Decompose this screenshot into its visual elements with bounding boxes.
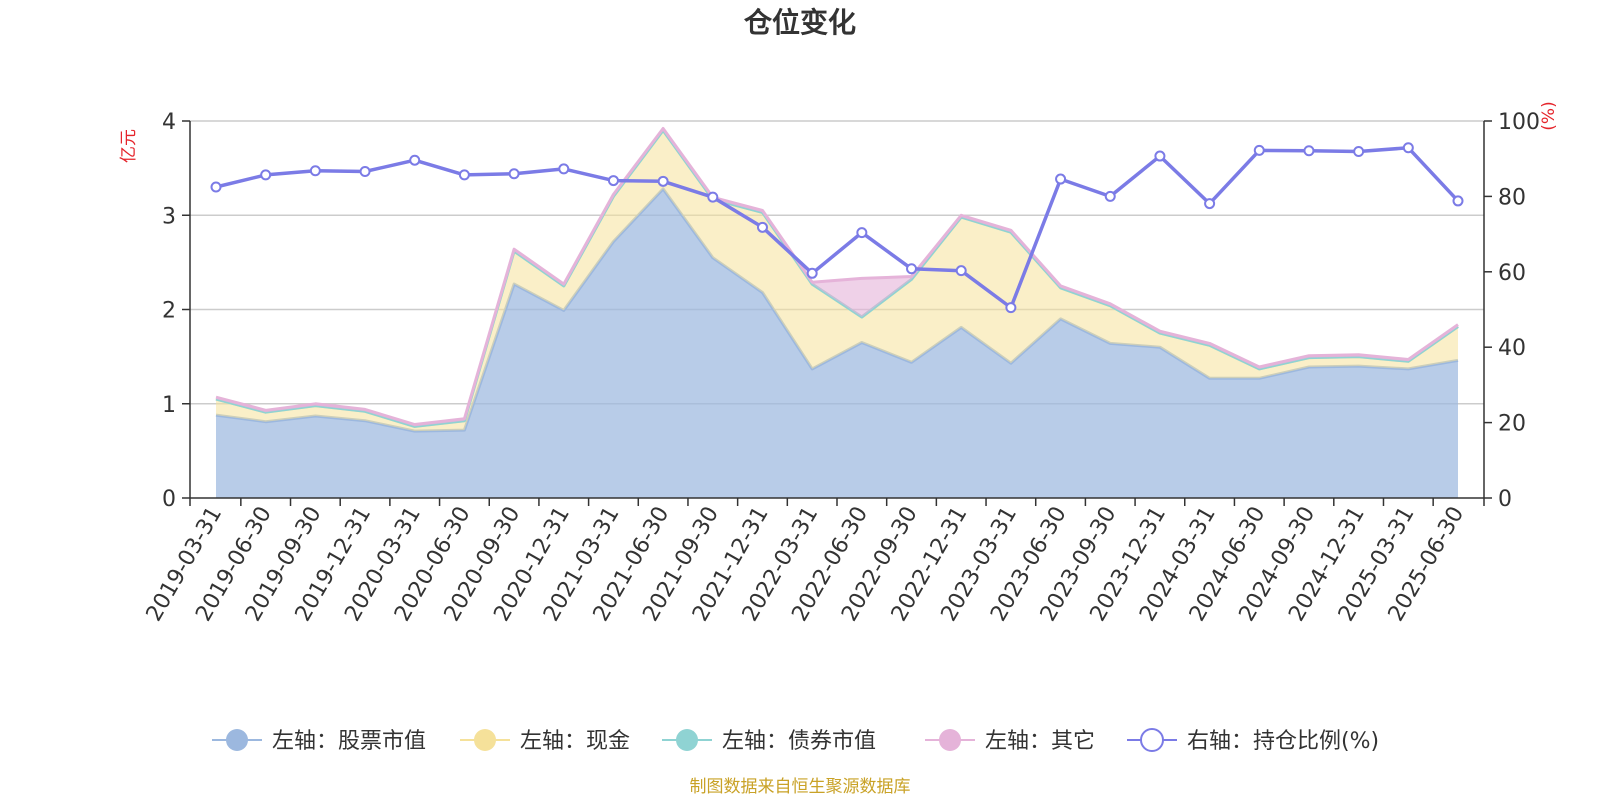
ratio-line	[210, 142, 1464, 314]
legend: 左轴：股票市值 左轴：现金 左轴：债券市值 左轴：其它 右轴：持仓比例(%)	[212, 728, 1379, 754]
right-tick-label: 100	[1498, 110, 1540, 135]
left-tick-label: 3	[162, 204, 176, 229]
right-tick-label: 40	[1498, 336, 1526, 361]
legend-marker	[226, 729, 248, 751]
chart-title: 仓位变化	[744, 6, 856, 39]
right-tick-label: 60	[1498, 261, 1526, 286]
area-series-line-3	[215, 127, 1459, 426]
right-tick-label: 0	[1498, 487, 1512, 512]
legend-marker	[939, 729, 961, 751]
ratio-point	[856, 227, 868, 239]
ratio-point	[1005, 302, 1017, 314]
legend-label: 左轴：其它	[985, 729, 1095, 754]
ratio-point	[1303, 145, 1315, 157]
ratio-point	[1055, 173, 1067, 185]
right-axis-unit: (%)	[1539, 101, 1559, 130]
ratio-point	[1204, 198, 1216, 210]
ratio-series-line	[215, 146, 1460, 310]
ratio-point	[508, 168, 520, 180]
ratio-point	[409, 154, 421, 166]
ratio-point	[1253, 144, 1265, 156]
ratio-point	[607, 175, 619, 187]
left-axis-unit: 亿元	[119, 129, 139, 163]
left-tick-label: 1	[162, 393, 176, 418]
ratio-point	[955, 265, 967, 277]
ratio-point	[359, 166, 371, 178]
source-note: 制图数据来自恒生聚源数据库	[690, 777, 911, 797]
legend-marker	[1140, 728, 1164, 752]
left-tick-label: 0	[162, 487, 176, 512]
ratio-point	[1104, 190, 1116, 202]
ratio-point	[756, 221, 768, 233]
ratio-point	[558, 163, 570, 175]
legend-marker	[676, 729, 698, 751]
right-tick-label: 80	[1498, 185, 1526, 210]
right-tick-label: 20	[1498, 412, 1526, 437]
left-tick-label: 2	[162, 299, 176, 324]
legend-label: 左轴：股票市值	[272, 729, 426, 754]
ratio-point	[260, 169, 272, 181]
ratio-point	[806, 267, 818, 279]
ratio-point	[210, 181, 222, 193]
legend-label: 左轴：债券市值	[722, 729, 876, 754]
ratio-point	[906, 263, 918, 275]
ratio-point	[1402, 142, 1414, 154]
legend-label: 左轴：现金	[520, 729, 630, 754]
left-tick-label: 4	[162, 110, 176, 135]
ratio-point	[309, 165, 321, 177]
ratio-point	[1452, 195, 1464, 207]
legend-label: 右轴：持仓比例(%)	[1187, 729, 1379, 754]
ratio-point	[458, 169, 470, 181]
ratio-point	[1154, 150, 1166, 162]
ratio-point	[1353, 146, 1365, 158]
ratio-point	[707, 191, 719, 203]
legend-marker	[474, 729, 496, 751]
stacked-areas	[215, 127, 1459, 498]
area-series-0	[216, 188, 1458, 498]
ratio-point	[657, 175, 669, 187]
